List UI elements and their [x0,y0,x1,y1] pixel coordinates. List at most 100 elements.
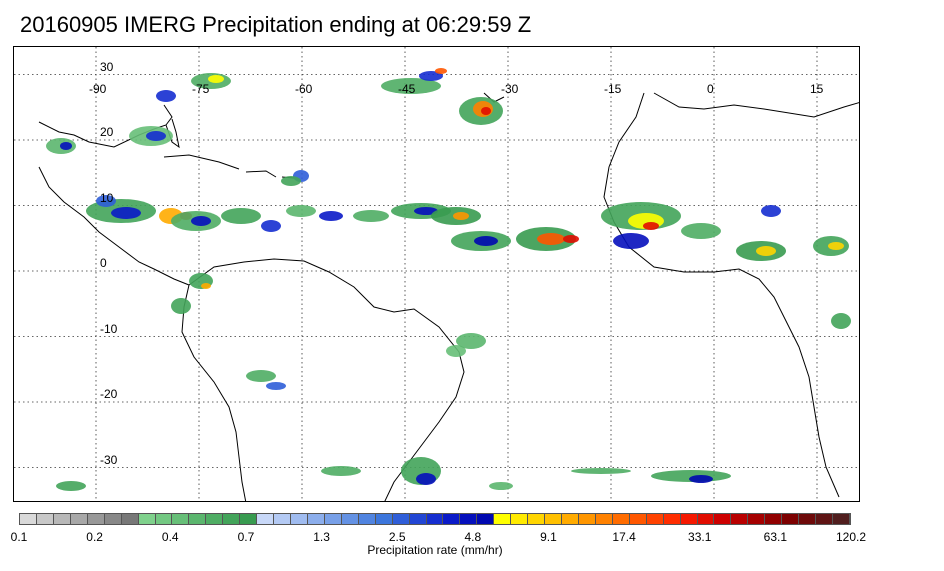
colorbar-swatch [443,514,461,524]
colorbar-swatch [138,514,156,524]
longitude-label: -45 [398,82,416,96]
precipitation-cell [446,345,466,357]
latitude-label: -10 [100,321,118,336]
colorbar-tick-label: 0.4 [161,530,179,544]
colorbar-swatch [680,514,698,524]
colorbar-title: Precipitation rate (mm/hr) [367,543,503,557]
colorbar-swatch [816,514,833,524]
colorbar-swatch [206,514,224,524]
colorbar-swatch [87,514,105,524]
colorbar-swatch [155,514,173,524]
colorbar-swatch [392,514,410,524]
longitude-label: -90 [89,82,107,96]
coastline [181,284,247,501]
precipitation-cell [321,466,361,476]
colorbar-swatch [240,514,258,524]
colorbar-tick-label: 2.5 [388,530,406,544]
colorbar-swatch [799,514,817,524]
colorbar-swatch [748,514,766,524]
colorbar-swatch [189,514,207,524]
precipitation-cell [756,246,776,256]
precipitation-cell [266,382,286,390]
latitude-label: 0 [100,256,107,270]
precipitation-cell [146,131,166,141]
colorbar-swatch [663,514,681,524]
precipitation-cell [828,242,844,250]
precipitation-cell [435,68,447,74]
colorbar-swatch [104,514,122,524]
colorbar-swatch [545,514,562,524]
colorbar-swatch [528,514,546,524]
latitude-label: 20 [100,125,114,139]
longitude-label: 15 [810,82,824,96]
precipitation-cell [681,223,721,239]
colorbar-tick-label: 63.1 [763,530,788,544]
precipitation-cell [319,211,343,221]
precipitation-cell [208,75,224,83]
precipitation-cell [96,195,116,207]
precipitation-cell [761,205,781,217]
coastline [603,92,840,498]
precipitation-cell [453,212,469,220]
colorbar-tick-label: 17.4 [612,530,636,544]
latitude-label: 10 [100,190,114,205]
precipitation-cell [281,176,301,186]
coastline [38,166,190,286]
precipitation-cell [111,207,141,219]
colorbar-swatch [697,514,715,524]
colorbar-swatch [714,514,732,524]
longitude-label: -30 [501,82,519,96]
colorbar-swatch [426,514,444,524]
precipitation-cell [419,71,443,81]
colorbar-swatch [731,514,749,524]
precipitation-cell [416,473,436,485]
map-panel [13,46,860,502]
colorbar-swatch [511,514,529,524]
colorbar-swatch [595,514,613,524]
colorbar-swatch [782,514,800,524]
coastline [188,258,465,501]
colorbar-tick-label: 33.1 [688,530,712,544]
colorbar-swatch [409,514,427,524]
colorbar-swatch [20,514,37,524]
colorbar-tick-label: 0.7 [237,530,255,544]
precipitation-cell [571,468,631,474]
precipitation-cell [156,90,176,102]
colorbar-swatch [562,514,579,524]
coastline [653,92,859,118]
colorbar-swatch [629,514,647,524]
colorbar-swatch [291,514,308,524]
colorbar-tick-label: 4.8 [464,530,482,544]
longitude-label: -15 [604,82,622,96]
colorbar-swatch [307,514,325,524]
colorbar-swatch [36,514,54,524]
precipitation-cell [353,210,389,222]
precipitation-cell [201,283,211,289]
colorbar-swatch [172,514,190,524]
colorbar-swatch [257,514,275,524]
colorbar-tick-label: 1.3 [313,530,330,544]
colorbar-swatch [70,514,88,524]
precipitation-cell [171,298,191,314]
precipitation-cell [831,313,851,329]
coastline [163,154,240,170]
colorbar-swatch [765,514,783,524]
precipitation-cell [489,482,513,490]
precipitation-cell [246,370,276,382]
latitude-label: -30 [100,452,118,467]
precipitation-cell [613,233,649,249]
colorbar-swatch [833,514,850,524]
colorbar-swatch [341,514,359,524]
colorbar-swatch [375,514,393,524]
colorbar-swatch [121,514,139,524]
colorbar-swatch [646,514,664,524]
colorbar-tick-label: 0.2 [86,530,103,544]
colorbar [19,513,851,525]
colorbar-swatch [460,514,478,524]
precipitation-cell [261,220,281,232]
precipitation-cell [481,107,491,115]
precipitation-cell [414,207,438,215]
latitude-label: -20 [100,387,118,401]
precipitation-map [14,47,859,501]
longitude-label: 0 [707,82,714,96]
